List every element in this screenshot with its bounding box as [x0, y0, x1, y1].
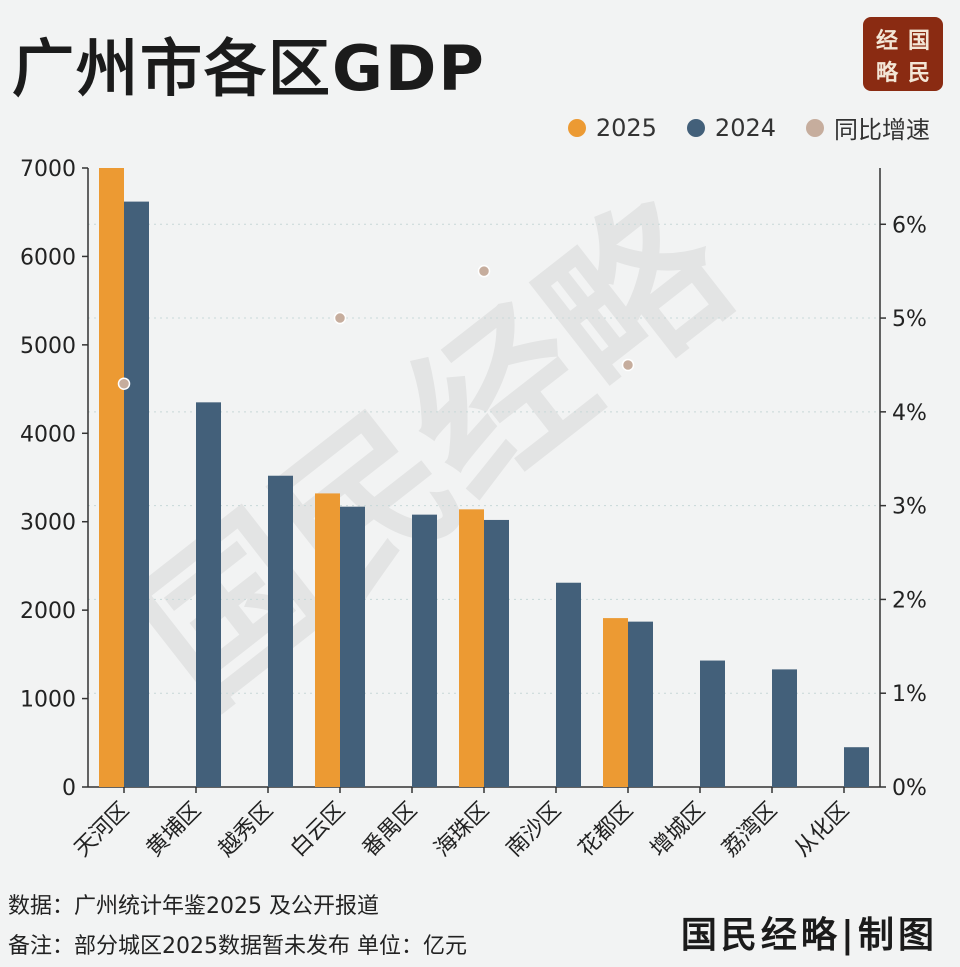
- y-left-tick-label: 0: [62, 776, 76, 801]
- x-tick-label: 海珠区: [430, 798, 494, 862]
- bar-2024: [412, 514, 437, 787]
- y-left-tick-label: 3000: [20, 511, 76, 536]
- legend-label-2024: 2024: [714, 113, 776, 142]
- x-tick-label: 越秀区: [214, 798, 278, 862]
- y-left-tick-label: 5000: [20, 334, 76, 359]
- growth-point: [333, 311, 347, 325]
- y-right-tick-label: 1%: [892, 682, 927, 707]
- x-tick-label: 天河区: [70, 798, 134, 862]
- y-right-tick-label: 5%: [892, 307, 927, 332]
- bar-2024: [700, 660, 725, 787]
- bar-2025: [603, 618, 628, 787]
- legend: 2025 2024 同比增速: [567, 110, 930, 145]
- remark-note: 备注：部分城区2025数据暂未发布 单位：亿元: [8, 934, 467, 959]
- bar-2024: [844, 747, 869, 787]
- growth-point: [621, 358, 635, 372]
- y-right-tick-label: 6%: [892, 213, 927, 238]
- y-left-tick-label: 1000: [20, 688, 76, 713]
- logo-char: 略: [875, 60, 898, 86]
- bar-2024: [772, 669, 797, 787]
- logo-char: 国: [907, 28, 930, 54]
- x-tick-label: 番禺区: [358, 798, 422, 862]
- legend-dot-2024: [686, 118, 705, 137]
- y-right-tick-label: 0%: [892, 776, 927, 801]
- x-tick-label: 荔湾区: [718, 798, 782, 862]
- bar-2024: [556, 582, 581, 787]
- y-left-tick-label: 6000: [20, 245, 76, 270]
- x-tick-label: 花都区: [574, 798, 638, 862]
- logo-char: 经: [875, 28, 898, 54]
- x-tick-label: 增城区: [646, 798, 710, 862]
- brand-credit: 国民经略|制图: [680, 914, 938, 956]
- growth-point: [477, 264, 491, 278]
- x-tick-label: 从化区: [790, 798, 854, 862]
- legend-label-growth: 同比增速: [834, 116, 930, 144]
- y-right-tick-label: 4%: [892, 401, 927, 426]
- bar-2025: [99, 168, 124, 787]
- brand-logo: 经 国 略 民: [863, 17, 943, 91]
- bar-2024: [484, 519, 509, 787]
- bar-2025: [459, 509, 484, 787]
- y-left-tick-label: 2000: [20, 599, 76, 624]
- bar-2024: [340, 506, 365, 787]
- y-right-tick-label: 2%: [892, 588, 927, 613]
- legend-dot-2025: [567, 118, 586, 137]
- legend-dot-growth: [806, 118, 824, 137]
- y-left-tick-label: 4000: [20, 422, 76, 447]
- x-tick-label: 南沙区: [502, 798, 566, 862]
- legend-label-2025: 2025: [595, 113, 657, 142]
- bar-2024: [628, 621, 653, 787]
- bar-2025: [315, 493, 340, 787]
- legend-item-2025: 2025: [567, 113, 657, 142]
- growth-point: [117, 377, 131, 390]
- page-title: 广州市各区GDP: [12, 32, 486, 105]
- bar-2024: [124, 201, 149, 788]
- bar-2024: [268, 475, 293, 787]
- logo-char: 民: [907, 60, 930, 86]
- legend-item-growth: 同比增速: [806, 110, 930, 145]
- x-tick-label: 黄埔区: [142, 798, 206, 862]
- legend-item-2024: 2024: [686, 113, 776, 142]
- y-left-tick-label: 7000: [20, 157, 76, 182]
- source-note: 数据：广州统计年鉴2025 及公开报道: [8, 894, 379, 919]
- bar-2024: [196, 402, 221, 787]
- x-tick-label: 白云区: [286, 798, 350, 862]
- y-right-tick-label: 3%: [892, 495, 927, 520]
